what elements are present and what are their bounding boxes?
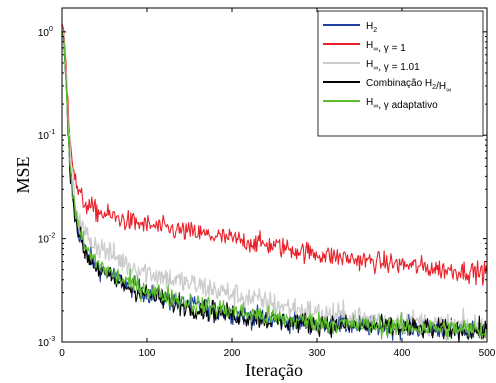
series-line bbox=[61, 29, 488, 343]
legend-box bbox=[317, 10, 484, 137]
x-tick-label: 400 bbox=[394, 348, 411, 359]
plot-frame bbox=[61, 7, 488, 343]
x-axis: 0 100 200 300 400 500 bbox=[59, 8, 496, 359]
y-tick-label: 10 bbox=[38, 28, 50, 39]
y-tick-label: 10 bbox=[38, 131, 50, 142]
y-tick-label: 10 bbox=[38, 235, 50, 246]
legend: H2 H∞, γ = 1 H∞, γ = 1.01 Combinação H2/H∞ H… bbox=[317, 10, 484, 137]
legend-label: H∞, γ = 1.01 bbox=[366, 59, 420, 73]
y-axis-title: MSE bbox=[13, 156, 33, 193]
series-line bbox=[61, 23, 488, 286]
x-tick-label: 300 bbox=[309, 348, 326, 359]
y-tick-exponent: 0 bbox=[49, 26, 53, 33]
plot-area bbox=[61, 23, 488, 343]
x-tick-label: 200 bbox=[224, 348, 241, 359]
legend-label: H∞, γ = 1 bbox=[366, 40, 406, 54]
legend-label: H2 bbox=[366, 21, 377, 34]
y-tick-exponent: -1 bbox=[49, 129, 55, 136]
y-tick-label: 10 bbox=[38, 338, 50, 349]
legend-label: Combinação H2/H∞ bbox=[366, 78, 451, 94]
y-tick-exponent: -3 bbox=[49, 336, 55, 343]
x-tick-label: 100 bbox=[139, 348, 156, 359]
series-line bbox=[61, 31, 488, 341]
legend-label: H∞, γ adaptativo bbox=[366, 97, 438, 111]
y-tick-exponent: -2 bbox=[49, 233, 55, 240]
x-tick-label: 500 bbox=[479, 348, 496, 359]
x-tick-label: 0 bbox=[59, 348, 65, 359]
x-axis-title: Iteração bbox=[245, 360, 303, 380]
